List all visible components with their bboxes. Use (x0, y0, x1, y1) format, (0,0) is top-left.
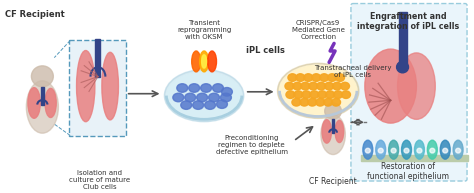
Bar (332, 119, 334, 133)
Ellipse shape (302, 91, 311, 98)
Ellipse shape (363, 140, 373, 159)
Ellipse shape (181, 101, 191, 109)
Ellipse shape (365, 49, 417, 123)
Ellipse shape (102, 52, 118, 120)
Ellipse shape (217, 100, 228, 108)
Bar (399, 12, 407, 67)
Ellipse shape (324, 98, 333, 106)
Ellipse shape (335, 120, 344, 143)
Text: CRISPR/Cas9
Mediated Gene
Correction: CRISPR/Cas9 Mediated Gene Correction (292, 20, 345, 40)
Ellipse shape (280, 65, 357, 116)
Circle shape (430, 148, 435, 153)
Ellipse shape (212, 84, 223, 92)
Ellipse shape (296, 74, 305, 81)
Ellipse shape (27, 81, 58, 133)
Ellipse shape (401, 140, 411, 159)
Ellipse shape (200, 51, 209, 72)
Ellipse shape (414, 140, 424, 159)
Ellipse shape (376, 140, 386, 159)
Ellipse shape (293, 82, 302, 90)
Ellipse shape (328, 74, 337, 81)
Ellipse shape (193, 101, 204, 109)
Ellipse shape (277, 63, 359, 118)
Circle shape (391, 148, 396, 153)
Ellipse shape (45, 88, 56, 118)
Ellipse shape (76, 51, 95, 122)
Ellipse shape (398, 53, 435, 119)
Ellipse shape (189, 84, 200, 92)
Ellipse shape (336, 74, 345, 81)
Text: Transient
reprogramming
with OKSM: Transient reprogramming with OKSM (177, 20, 231, 40)
Ellipse shape (221, 88, 232, 96)
Ellipse shape (322, 120, 331, 143)
Ellipse shape (300, 98, 309, 106)
Ellipse shape (220, 93, 231, 102)
Text: Restoration of
functional epithelium: Restoration of functional epithelium (367, 162, 449, 181)
Circle shape (443, 148, 447, 153)
Ellipse shape (334, 91, 343, 98)
Ellipse shape (308, 98, 317, 106)
Ellipse shape (164, 69, 244, 122)
Bar (95, 39, 100, 77)
Ellipse shape (319, 74, 328, 81)
Ellipse shape (185, 93, 196, 102)
Ellipse shape (304, 74, 313, 81)
Text: Isolation and
culture of mature
Club cells: Isolation and culture of mature Club cel… (69, 170, 130, 190)
Ellipse shape (312, 74, 321, 81)
Ellipse shape (197, 93, 208, 102)
Ellipse shape (342, 91, 350, 98)
Ellipse shape (301, 82, 310, 90)
Ellipse shape (205, 101, 216, 109)
Ellipse shape (288, 74, 297, 81)
Ellipse shape (318, 91, 327, 98)
Circle shape (456, 148, 461, 153)
Ellipse shape (285, 82, 294, 90)
Text: iPL cells: iPL cells (246, 46, 285, 55)
Ellipse shape (340, 82, 349, 90)
Ellipse shape (453, 140, 463, 159)
Bar (361, 155, 468, 161)
Text: Engraftment and
integration of iPL cells: Engraftment and integration of iPL cells (357, 12, 460, 31)
Ellipse shape (208, 51, 217, 72)
Ellipse shape (292, 98, 301, 106)
Ellipse shape (316, 98, 325, 106)
Ellipse shape (309, 82, 318, 90)
Circle shape (378, 148, 383, 153)
Circle shape (31, 66, 54, 87)
Ellipse shape (333, 82, 342, 90)
Ellipse shape (201, 84, 211, 92)
Ellipse shape (428, 140, 438, 159)
Circle shape (397, 61, 409, 73)
Text: CF Recipient: CF Recipient (309, 177, 357, 186)
Ellipse shape (166, 72, 242, 119)
Circle shape (365, 148, 370, 153)
Circle shape (404, 148, 409, 153)
FancyBboxPatch shape (351, 3, 467, 181)
FancyBboxPatch shape (69, 40, 126, 136)
Ellipse shape (326, 91, 335, 98)
Ellipse shape (28, 88, 40, 118)
Ellipse shape (209, 93, 219, 102)
Ellipse shape (440, 140, 450, 159)
Circle shape (325, 103, 341, 119)
Ellipse shape (286, 91, 295, 98)
Ellipse shape (310, 91, 319, 98)
Ellipse shape (332, 98, 340, 106)
Ellipse shape (294, 91, 303, 98)
Ellipse shape (321, 114, 346, 155)
Ellipse shape (191, 51, 201, 72)
Ellipse shape (173, 93, 184, 102)
Ellipse shape (201, 55, 207, 68)
Bar (41, 87, 44, 105)
Text: Preconditioning
regimen to deplete
defective epithelium: Preconditioning regimen to deplete defec… (216, 135, 288, 155)
Ellipse shape (177, 84, 188, 92)
Text: Transtracheal delivery
of iPL cells: Transtracheal delivery of iPL cells (314, 65, 392, 78)
Circle shape (417, 148, 422, 153)
Ellipse shape (317, 82, 326, 90)
Ellipse shape (389, 140, 399, 159)
Text: CF Recipient: CF Recipient (5, 10, 64, 19)
Ellipse shape (325, 82, 334, 90)
